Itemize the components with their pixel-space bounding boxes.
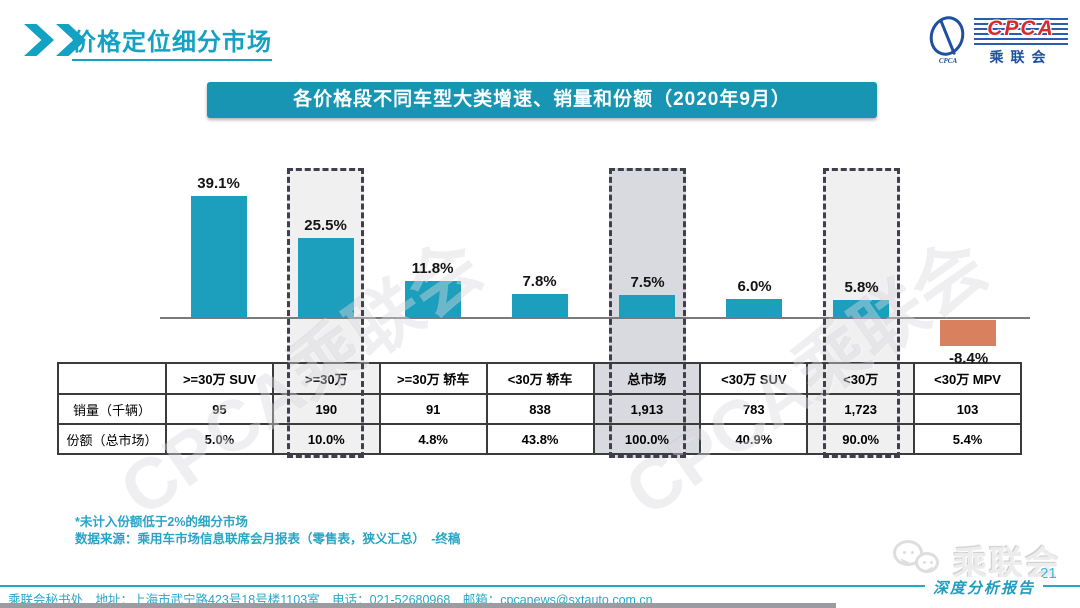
highlight-box-border	[822, 168, 900, 458]
bar-value-label: 11.8%	[411, 260, 454, 277]
growth-bar	[512, 294, 568, 318]
cpca-logo: CPCA CPCA 乘联会	[924, 11, 1070, 67]
logo-cpca-text: CPCA	[987, 17, 1055, 40]
logo-cn-text: 乘联会	[989, 49, 1053, 65]
page-title: 价格定位细分市场	[72, 22, 272, 61]
wechat-watermark-logo: 乘联会	[893, 536, 1061, 585]
table-cell: 95	[165, 393, 274, 425]
table-cell: 40.9%	[699, 423, 809, 455]
table-cell: 91	[378, 393, 488, 425]
wechat-watermark-text: 乘联会	[953, 545, 1061, 583]
logo-stripes: CPCA	[974, 17, 1068, 45]
table-cell: 783	[699, 393, 809, 425]
table-header-cell: <30万 SUV	[699, 362, 809, 395]
table-cell: 103	[913, 393, 1022, 425]
table-corner-cell	[57, 362, 167, 395]
table-header-cell: >=30万 SUV	[165, 362, 274, 395]
growth-bar	[726, 299, 782, 318]
growth-bar	[405, 281, 461, 318]
table-row-label: 份额（总市场）	[57, 423, 167, 455]
footnote-1: *未计入份额低于2%的细分市场	[75, 515, 248, 529]
highlight-box-border	[608, 168, 686, 458]
page-number: 21	[1040, 565, 1057, 582]
growth-bar	[833, 300, 889, 318]
bar-value-label: 7.5%	[630, 274, 665, 291]
table-header-cell: <30万 MPV	[913, 362, 1022, 395]
logo-sub-text: CPCA	[938, 57, 958, 65]
double-chevron-icon	[24, 24, 88, 56]
chart-title-banner: 各价格段不同车型大类增速、销量和份额（2020年9月）	[207, 82, 877, 118]
highlight-box-border	[287, 168, 365, 458]
footnotes: *未计入份额低于2%的细分市场 数据来源：乘用车市场信息联席会月报表（零售表，狭…	[75, 514, 460, 548]
logo-wordmark: CPCA 乘联会	[974, 17, 1068, 67]
bar-value-label: 39.1%	[197, 175, 240, 192]
cpca-emblem-icon: CPCA	[924, 11, 970, 65]
growth-bar	[191, 196, 247, 318]
table-row-label: 销量（千辆）	[57, 393, 167, 425]
table-header-cell: <30万 轿车	[485, 362, 595, 395]
bar-value-label: 5.8%	[844, 279, 879, 296]
table-cell: 43.8%	[485, 423, 595, 455]
bar-value-label: -8.4%	[948, 350, 989, 367]
chevron-icon	[24, 24, 54, 56]
table-cell: 4.8%	[378, 423, 488, 455]
table-header-cell: >=30万 轿车	[378, 362, 488, 395]
bar-value-label: 6.0%	[737, 278, 772, 295]
bar-value-label: 25.5%	[304, 217, 347, 234]
footer-divider-line	[0, 585, 1080, 587]
x-axis-line	[160, 317, 1030, 319]
bottom-gray-bar	[0, 603, 836, 608]
growth-bar	[940, 320, 996, 346]
bar-value-label: 7.8%	[522, 273, 557, 290]
footnote-2: 数据来源：乘用车市场信息联席会月报表（零售表，狭义汇总） -终稿	[75, 532, 461, 546]
growth-bar	[619, 295, 675, 318]
growth-bar	[298, 238, 354, 318]
report-series-label: 深度分析报告	[925, 577, 1044, 598]
chat-bubble-icon	[915, 551, 939, 573]
table-cell: 5.0%	[165, 423, 274, 455]
table-cell: 838	[485, 393, 595, 425]
wechat-icon	[893, 538, 945, 584]
table-cell: 5.4%	[913, 423, 1022, 455]
